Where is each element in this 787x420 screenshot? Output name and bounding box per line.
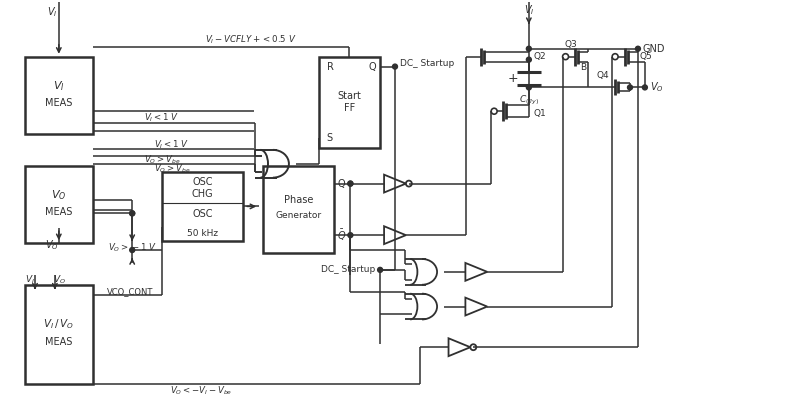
Text: GND: GND (643, 44, 665, 54)
Text: $C_{(fly)}$: $C_{(fly)}$ (519, 94, 539, 107)
Circle shape (130, 211, 135, 216)
Text: +: + (508, 72, 519, 85)
Text: $V_O$: $V_O$ (45, 238, 59, 252)
Text: Q4: Q4 (597, 71, 610, 80)
Text: $V_I\,/\,V_O$: $V_I\,/\,V_O$ (43, 318, 74, 331)
Text: S: S (327, 133, 333, 143)
Bar (25, 285, 93, 384)
Text: $V_O$: $V_O$ (54, 273, 66, 286)
Bar (319, 57, 380, 148)
Text: Generator: Generator (275, 211, 322, 220)
Circle shape (348, 233, 353, 238)
Text: CHG: CHG (192, 189, 213, 199)
Text: $V_I - VCFLY+ < 0.5\ V$: $V_I - VCFLY+ < 0.5\ V$ (205, 34, 297, 46)
Text: Phase: Phase (284, 195, 313, 205)
Text: MEAS: MEAS (45, 98, 72, 108)
Text: $V_I$: $V_I$ (25, 273, 35, 286)
Circle shape (642, 85, 648, 90)
Text: 50 kHz: 50 kHz (187, 228, 218, 238)
Text: $V_I$: $V_I$ (53, 79, 65, 93)
Circle shape (527, 46, 531, 51)
Text: VCO_CONT: VCO_CONT (107, 287, 153, 296)
Circle shape (130, 247, 135, 252)
Circle shape (348, 181, 353, 186)
Text: MEAS: MEAS (45, 207, 72, 218)
Circle shape (527, 57, 531, 62)
Text: Q: Q (368, 62, 376, 71)
Text: Start: Start (338, 91, 361, 101)
Text: $V_O$: $V_O$ (51, 189, 67, 202)
Circle shape (130, 211, 135, 216)
Text: $V_O > V_{be}$: $V_O > V_{be}$ (144, 154, 180, 166)
Text: Q1: Q1 (534, 109, 546, 118)
Text: OSC: OSC (192, 177, 212, 186)
Text: $V_I < 1\ V$: $V_I < 1\ V$ (144, 112, 179, 124)
Text: $V_O$: $V_O$ (650, 81, 663, 94)
Bar (263, 166, 334, 253)
Text: DC_ Startup: DC_ Startup (400, 59, 454, 68)
Circle shape (378, 268, 382, 272)
Bar (162, 172, 243, 241)
Text: DC_ Startup: DC_ Startup (321, 265, 375, 274)
Circle shape (635, 46, 641, 51)
Text: B: B (580, 63, 586, 72)
Text: MEAS: MEAS (45, 337, 72, 347)
Circle shape (348, 181, 353, 186)
Bar (25, 57, 93, 134)
Text: Q: Q (338, 178, 345, 189)
Text: $V_I < 1\ V$: $V_I < 1\ V$ (154, 139, 190, 151)
Text: Q5: Q5 (640, 52, 652, 61)
Text: OSC: OSC (192, 209, 212, 219)
Text: $V_I$: $V_I$ (523, 3, 534, 17)
Text: $V_I$: $V_I$ (46, 5, 57, 19)
Text: Q2: Q2 (534, 52, 546, 61)
Text: FF: FF (344, 103, 355, 113)
Text: $V_O > V_{be}$: $V_O > V_{be}$ (153, 163, 190, 175)
Text: $\bar{Q}$: $\bar{Q}$ (338, 228, 347, 243)
Text: $V_O > -1\ V$: $V_O > -1\ V$ (109, 242, 157, 254)
Bar (25, 166, 93, 243)
Circle shape (627, 85, 633, 90)
Text: Q3: Q3 (564, 40, 577, 49)
Circle shape (527, 85, 531, 90)
Text: R: R (327, 62, 334, 71)
Circle shape (393, 64, 397, 69)
Text: $V_O < -V_I - V_{be}$: $V_O < -V_I - V_{be}$ (170, 385, 232, 397)
